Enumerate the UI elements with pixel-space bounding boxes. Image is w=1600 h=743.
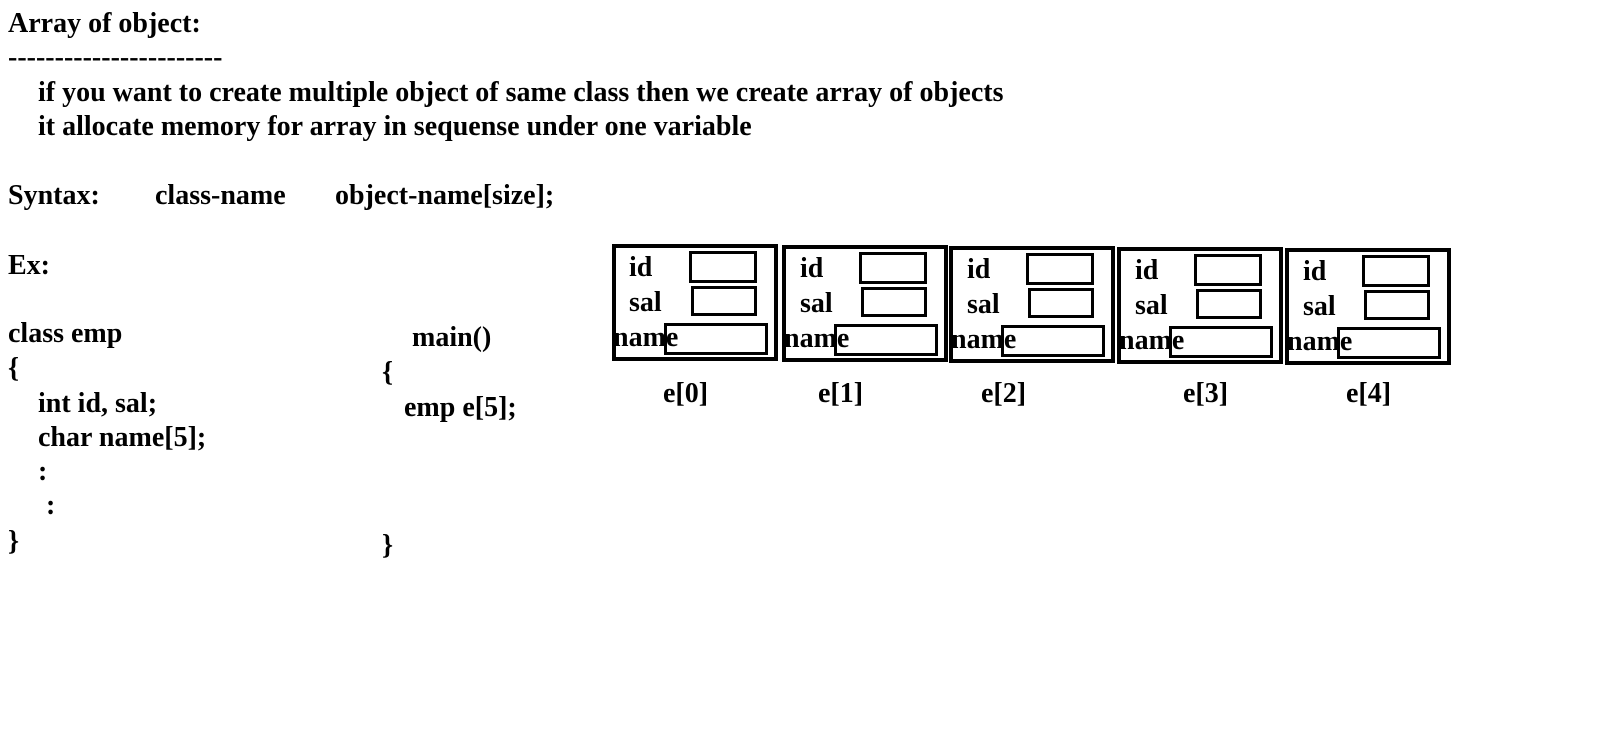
object-index-label: e[3]	[1183, 378, 1229, 409]
title-underline: -----------------------	[8, 42, 223, 73]
field-label-name: name	[1119, 325, 1185, 356]
field-cell-id	[1026, 253, 1094, 285]
field-cell-name	[1337, 327, 1441, 359]
field-label-name: name	[951, 324, 1017, 355]
field-label-name: name	[784, 323, 850, 354]
object-box: id sal name	[612, 244, 778, 361]
object-index-label: e[4]	[1346, 378, 1392, 409]
field-label-id: id	[1135, 255, 1159, 286]
field-cell-sal	[691, 286, 757, 316]
field-cell-id	[1194, 254, 1262, 286]
field-cell-sal	[1364, 290, 1430, 320]
class-code-line: :	[38, 456, 48, 487]
class-code-line: {	[8, 353, 20, 384]
field-cell-id	[689, 251, 757, 283]
page-title: Array of object:	[8, 8, 201, 39]
object-box: id sal name	[1117, 247, 1283, 364]
field-cell-sal	[1196, 289, 1262, 319]
field-label-sal: sal	[1135, 290, 1168, 321]
field-label-id: id	[967, 254, 991, 285]
object-index-label: e[0]	[663, 378, 709, 409]
field-label-name: name	[613, 322, 679, 353]
field-cell-id	[859, 252, 927, 284]
field-label-sal: sal	[629, 287, 662, 318]
object-index-label: e[1]	[818, 378, 864, 409]
class-code-line: char name[5];	[38, 422, 207, 453]
class-code-line: :	[46, 490, 56, 521]
main-code-line: main()	[412, 322, 492, 353]
main-code-line: }	[382, 530, 394, 561]
field-cell-id	[1362, 255, 1430, 287]
class-code-line: }	[8, 526, 20, 557]
class-code-line: int id, sal;	[38, 388, 158, 419]
field-label-sal: sal	[800, 288, 833, 319]
field-cell-sal	[861, 287, 927, 317]
field-cell-name	[1169, 326, 1273, 358]
example-label: Ex:	[8, 250, 50, 281]
object-box: id sal name	[782, 245, 948, 362]
field-cell-name	[664, 323, 768, 355]
field-cell-name	[1001, 325, 1105, 357]
field-label-id: id	[629, 252, 653, 283]
syntax-class-name: class-name	[155, 180, 286, 211]
main-code-line: {	[382, 357, 394, 388]
field-label-sal: sal	[1303, 291, 1336, 322]
description-line-1: if you want to create multiple object of…	[38, 77, 1004, 108]
object-box: id sal name	[949, 246, 1115, 363]
syntax-label: Syntax:	[8, 180, 100, 211]
field-label-sal: sal	[967, 289, 1000, 320]
field-label-id: id	[1303, 256, 1327, 287]
description-line-2: it allocate memory for array in sequense…	[38, 111, 752, 142]
field-cell-name	[834, 324, 938, 356]
main-code-line: emp e[5];	[404, 392, 517, 423]
object-index-label: e[2]	[981, 378, 1027, 409]
class-code-line: class emp	[8, 318, 123, 349]
syntax-object-decl: object-name[size];	[335, 180, 555, 211]
field-label-id: id	[800, 253, 824, 284]
field-cell-sal	[1028, 288, 1094, 318]
field-label-name: name	[1287, 326, 1353, 357]
object-box: id sal name	[1285, 248, 1451, 365]
